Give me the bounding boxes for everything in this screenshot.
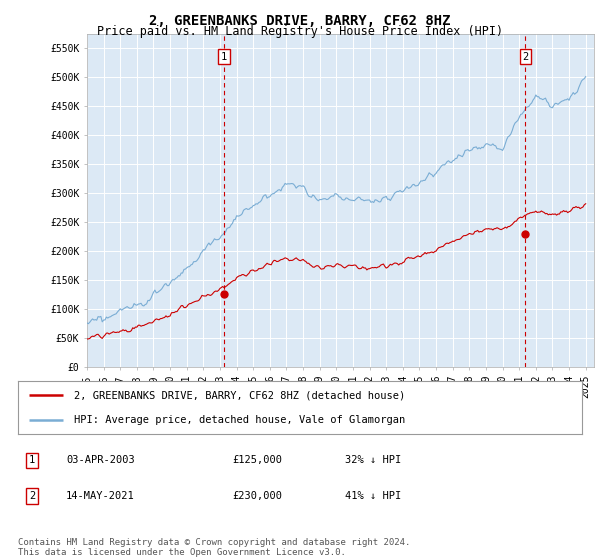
Text: 14-MAY-2021: 14-MAY-2021 <box>66 491 134 501</box>
Text: 2: 2 <box>522 52 529 62</box>
Text: £230,000: £230,000 <box>232 491 283 501</box>
Text: 03-APR-2003: 03-APR-2003 <box>66 455 134 465</box>
Text: 32% ↓ HPI: 32% ↓ HPI <box>345 455 401 465</box>
Text: 2, GREENBANKS DRIVE, BARRY, CF62 8HZ: 2, GREENBANKS DRIVE, BARRY, CF62 8HZ <box>149 14 451 28</box>
Text: 1: 1 <box>29 455 35 465</box>
Text: £125,000: £125,000 <box>232 455 283 465</box>
Text: 1: 1 <box>221 52 227 62</box>
Text: 2: 2 <box>29 491 35 501</box>
Text: Contains HM Land Registry data © Crown copyright and database right 2024.
This d: Contains HM Land Registry data © Crown c… <box>18 538 410 557</box>
Text: HPI: Average price, detached house, Vale of Glamorgan: HPI: Average price, detached house, Vale… <box>74 414 406 424</box>
Text: Price paid vs. HM Land Registry's House Price Index (HPI): Price paid vs. HM Land Registry's House … <box>97 25 503 38</box>
Text: 2, GREENBANKS DRIVE, BARRY, CF62 8HZ (detached house): 2, GREENBANKS DRIVE, BARRY, CF62 8HZ (de… <box>74 390 406 400</box>
Text: 41% ↓ HPI: 41% ↓ HPI <box>345 491 401 501</box>
